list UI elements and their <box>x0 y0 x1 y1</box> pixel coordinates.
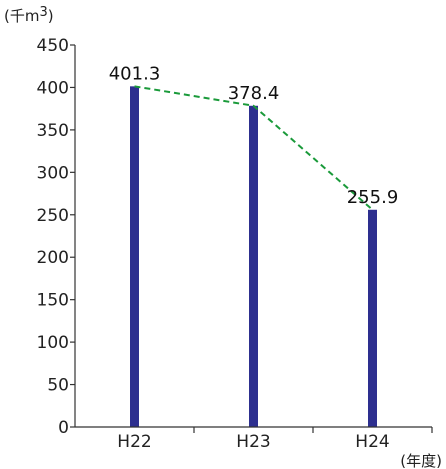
bar-H23 <box>249 105 258 427</box>
y-tick-label: 250 <box>37 206 69 226</box>
y-tick-label: 50 <box>47 376 69 396</box>
y-tick-label: 0 <box>58 418 69 438</box>
y-unit-superscript: 3 <box>39 5 47 20</box>
y-tick-label: 200 <box>37 248 69 268</box>
y-tick-label: 100 <box>37 333 69 353</box>
data-label-H22: 401.3 <box>109 63 161 84</box>
y-unit-text: (千m <box>4 7 39 25</box>
y-tick-label: 300 <box>37 163 69 183</box>
y-tick-label: 350 <box>37 121 69 141</box>
data-label-H24: 255.9 <box>347 187 399 208</box>
y-axis-unit-label: (千m3) <box>4 5 54 25</box>
y-tick-label: 400 <box>37 78 69 98</box>
bar-H24 <box>368 209 377 427</box>
data-label-H23: 378.4 <box>228 83 280 104</box>
x-tick-label: H23 <box>236 432 270 452</box>
axes-group <box>74 45 432 428</box>
x-axis-unit-label: (年度) <box>400 452 442 469</box>
bars-group <box>130 86 377 428</box>
y-tick-label: 150 <box>37 291 69 311</box>
y-tick-label: 450 <box>37 36 69 56</box>
y-unit-close: ) <box>48 7 54 25</box>
x-axis-ticks: H22 H23 H24 <box>117 427 433 452</box>
trend-line-group <box>134 85 374 211</box>
y-axis-ticks: 0 50 100 150 200 250 300 350 400 450 <box>37 36 75 438</box>
bar-H22 <box>130 86 139 428</box>
svg-text:(千m3): (千m3) <box>4 5 54 25</box>
x-tick-label: H24 <box>355 432 389 452</box>
data-labels-group: 401.3 378.4 255.9 <box>109 63 399 207</box>
x-tick-label: H22 <box>117 432 151 452</box>
trend-line <box>134 85 374 211</box>
